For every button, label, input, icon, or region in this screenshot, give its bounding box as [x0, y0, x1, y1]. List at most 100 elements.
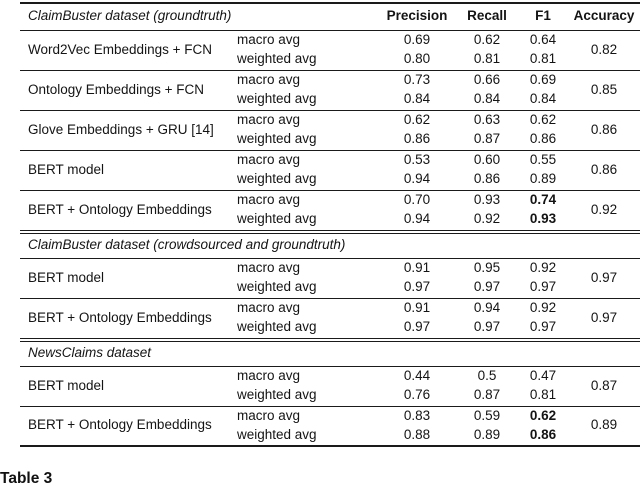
precision-value: 0.91 [403, 299, 431, 315]
model-name: BERT + Ontology Embeddings [28, 417, 212, 433]
f1-value: 0.74 [529, 191, 557, 207]
avg-type: weighted avg [237, 51, 317, 67]
f1-value: 0.97 [529, 319, 557, 335]
model-name: BERT + Ontology Embeddings [28, 201, 212, 217]
precision-value: 0.88 [403, 427, 431, 443]
precision-value: 0.97 [403, 279, 431, 295]
f1-value: 0.81 [529, 387, 557, 403]
precision-value: 0.44 [403, 367, 431, 383]
table-row: weighted avg 0.80 0.81 0.81 [20, 50, 640, 70]
precision-value: 0.70 [403, 191, 431, 207]
avg-type: weighted avg [237, 319, 317, 335]
precision-value: 0.86 [403, 131, 431, 147]
recall-value: 0.89 [473, 427, 501, 443]
recall-value: 0.60 [473, 151, 501, 167]
f1-value: 0.62 [529, 407, 557, 423]
section-separator [20, 230, 640, 233]
table-row: weighted avg 0.97 0.97 0.97 [20, 318, 640, 338]
f1-value: 0.86 [529, 131, 557, 147]
recall-value: 0.63 [473, 111, 501, 127]
accuracy-value: 0.92 [590, 201, 618, 217]
recall-value: 0.66 [473, 71, 501, 87]
precision-value: 0.69 [403, 31, 431, 47]
table-row: BERT + Ontology Embeddings macro avg 0.91 0… [20, 298, 640, 325]
table-row: Ontology Embeddings + FCN macro avg 0.73 0.… [20, 70, 640, 97]
table-row: weighted avg 0.88 0.89 0.86 [20, 426, 640, 446]
recall-value: 0.93 [473, 191, 501, 207]
table-row: Glove Embeddings + GRU [14] macro avg 0.62… [20, 110, 640, 137]
f1-value: 0.84 [529, 91, 557, 107]
table-header-row: ClaimBuster dataset (groundtruth) Precisi… [20, 3, 640, 30]
recall-value: 0.86 [473, 171, 501, 187]
f1-value: 0.55 [529, 151, 557, 167]
table-row: weighted avg 0.76 0.87 0.81 [20, 386, 640, 406]
section-title-row: NewsClaims dataset [20, 341, 640, 366]
f1-value: 0.92 [529, 299, 557, 315]
accuracy-value: 0.97 [590, 269, 618, 285]
precision-value: 0.97 [403, 319, 431, 335]
f1-value: 0.69 [529, 71, 557, 87]
precision-value: 0.80 [403, 51, 431, 67]
table-row: weighted avg 0.97 0.97 0.97 [20, 278, 640, 298]
precision-value: 0.91 [403, 259, 431, 275]
avg-type: weighted avg [237, 427, 317, 443]
model-name: BERT + Ontology Embeddings [28, 309, 212, 325]
recall-value: 0.97 [473, 279, 501, 295]
avg-type: macro avg [237, 31, 301, 47]
avg-type: macro avg [237, 299, 301, 315]
section-title-row: ClaimBuster dataset (crowdsourced and gr… [20, 233, 640, 258]
f1-value: 0.47 [529, 367, 557, 383]
table-row: weighted avg 0.94 0.86 0.89 [20, 170, 640, 190]
avg-type: weighted avg [237, 171, 317, 187]
table-row: BERT + Ontology Embeddings macro avg 0.70 0… [20, 190, 640, 217]
recall-value: 0.62 [473, 31, 501, 47]
avg-type: weighted avg [237, 211, 317, 227]
recall-value: 0.59 [473, 407, 501, 423]
results-table: ClaimBuster dataset (groundtruth) Precisi… [20, 2, 640, 447]
model-name: BERT model [28, 161, 105, 177]
avg-type: weighted avg [237, 131, 317, 147]
precision-value: 0.62 [403, 111, 431, 127]
table-caption: Table 3 [0, 470, 53, 487]
avg-type: macro avg [237, 407, 301, 423]
table-row: weighted avg 0.86 0.87 0.86 [20, 130, 640, 150]
recall-value: 0.84 [473, 91, 501, 107]
recall-value: 0.97 [473, 319, 501, 335]
recall-value: 0.94 [473, 299, 501, 315]
avg-type: macro avg [237, 151, 301, 167]
table-row: BERT + Ontology Embeddings macro avg 0.83 0… [20, 406, 640, 432]
column-header-f1: F1 [535, 8, 551, 24]
model-name: Glove Embeddings + GRU [14] [28, 121, 214, 137]
avg-type: macro avg [237, 71, 301, 87]
avg-type: weighted avg [237, 387, 317, 403]
f1-value: 0.62 [529, 111, 557, 127]
recall-value: 0.87 [473, 131, 501, 147]
table-row: BERT model macro avg 0.53 0.60 0.55 0.86 [20, 150, 640, 177]
avg-type: macro avg [237, 111, 301, 127]
model-name: Ontology Embeddings + FCN [28, 81, 204, 97]
table-row: Word2Vec Embeddings + FCN macro avg 0.69 0.… [20, 30, 640, 57]
f1-value: 0.93 [529, 211, 557, 227]
precision-value: 0.94 [403, 211, 431, 227]
section-title: ClaimBuster dataset (groundtruth) [28, 8, 232, 24]
f1-value: 0.86 [529, 427, 557, 443]
recall-value: 0.5 [477, 367, 497, 383]
table-row: weighted avg 0.94 0.92 0.93 [20, 210, 640, 230]
f1-value: 0.89 [529, 171, 557, 187]
section-title: NewsClaims dataset [28, 345, 152, 361]
accuracy-value: 0.87 [590, 377, 618, 393]
column-header-accuracy: Accuracy [573, 8, 635, 24]
avg-type: macro avg [237, 367, 301, 383]
column-header-precision: Precision [386, 8, 448, 24]
model-name: Word2Vec Embeddings + FCN [28, 41, 212, 57]
avg-type: weighted avg [237, 91, 317, 107]
model-name: BERT model [28, 269, 105, 285]
table-row: BERT model macro avg 0.91 0.95 0.92 0.97 [20, 258, 640, 285]
recall-value: 0.87 [473, 387, 501, 403]
section-separator [20, 338, 640, 341]
recall-value: 0.95 [473, 259, 501, 275]
accuracy-value: 0.86 [590, 121, 618, 137]
precision-value: 0.53 [403, 151, 431, 167]
avg-type: macro avg [237, 191, 301, 207]
